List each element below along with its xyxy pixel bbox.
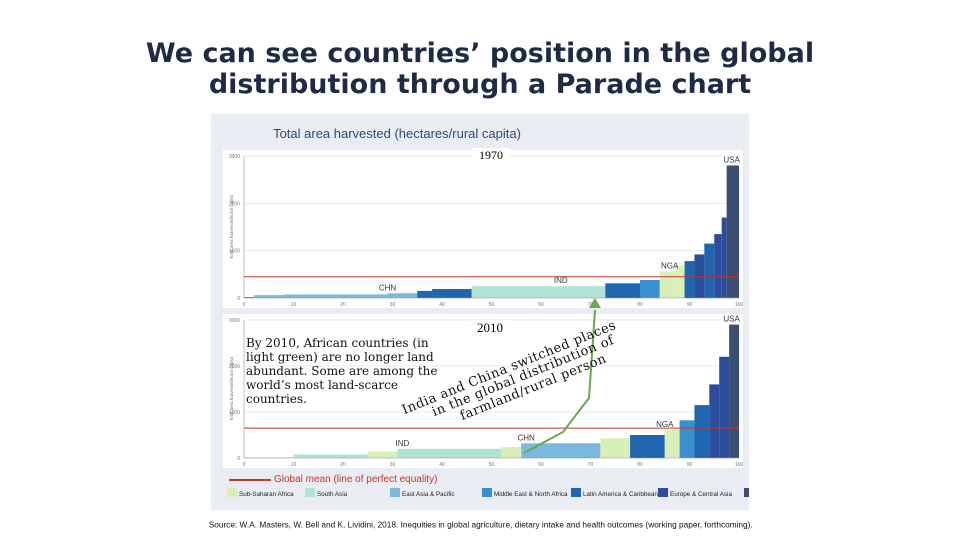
- legend-label: Sub-Saharan Africa: [239, 491, 294, 498]
- x-tick-label: 90: [687, 462, 693, 468]
- slide-title-line-1: We can see countries’ position in the gl…: [145, 38, 815, 69]
- country-label: CHN: [517, 433, 535, 442]
- parade-bar: [630, 435, 665, 458]
- y-tick-label: 0: [237, 456, 240, 462]
- country-label: IND: [554, 276, 568, 285]
- panel-year-2010: 2010: [470, 320, 510, 335]
- parade-bar: [253, 295, 284, 298]
- legend-label: East Asia & Pacific: [402, 491, 455, 498]
- y-axis-label: Total area harvested/rural capita: [229, 194, 234, 259]
- legend-swatch: [658, 488, 668, 497]
- x-tick-label: 40: [439, 302, 445, 308]
- parade-bar: [600, 438, 631, 458]
- region-legend: Sub-Saharan Africa South Asia East Asia & …: [227, 479, 749, 498]
- legend-label: South Asia: [317, 491, 348, 498]
- x-tick-label: 70: [588, 302, 594, 308]
- parade-bar: [721, 217, 727, 298]
- legend-swatch: [390, 488, 400, 497]
- parade-bar: [679, 420, 695, 458]
- x-tick-label: 40: [439, 462, 445, 468]
- x-tick-label: 30: [390, 462, 396, 468]
- switch-arrow-head: [589, 298, 601, 308]
- panel-1970: 0 1000 2000 3000 0 10 20 30 40 50 60 70 80 90 100 Total…: [223, 150, 743, 308]
- slide-title-line-2: distribution through a Parade chart: [208, 69, 752, 100]
- parade-bar: [714, 234, 722, 298]
- parade-bar: [471, 286, 606, 298]
- source-citation: Source: W.A. Masters, W. Bell and K. Liv…: [208, 520, 753, 530]
- parade-bar: [605, 283, 640, 298]
- parade-bar: [501, 446, 522, 458]
- y-tick-label: 2000: [229, 201, 240, 207]
- panel-year-1970: 1970: [472, 148, 510, 163]
- y-axis-label: Total area harvested/rural capita: [229, 356, 234, 421]
- parade-bar: [283, 294, 388, 298]
- parade-bar: [684, 261, 695, 298]
- y-tick-label: 1000: [229, 249, 240, 255]
- panel-2010: 0 1000 2000 3000 0 10 20 30 40 50 60 70 80 90 100 Total…: [223, 314, 743, 468]
- x-tick-label: 90: [687, 302, 693, 308]
- parade-bar: [719, 356, 730, 458]
- x-tick-label: 50: [489, 462, 495, 468]
- x-tick-label: 60: [538, 302, 544, 308]
- x-tick-label: 100: [735, 462, 744, 468]
- legend-swatch: [571, 488, 581, 497]
- x-tick-label: 0: [243, 462, 246, 468]
- parade-bar: [417, 290, 433, 298]
- y-tick-label: 3000: [229, 154, 240, 160]
- country-label: NGA: [656, 420, 674, 429]
- x-tick-label: 10: [291, 302, 297, 308]
- y-tick-label: 2000: [229, 364, 240, 370]
- legend-swatch: [744, 488, 749, 497]
- y-tick-label: 0: [237, 296, 240, 302]
- legend-label: Middle East & North Africa: [494, 491, 568, 498]
- parade-bar: [367, 451, 398, 458]
- x-tick-label: 70: [588, 462, 594, 468]
- parade-bar: [521, 443, 601, 458]
- legend-label: Latin America & Caribbean: [583, 491, 658, 498]
- y-tick-label: 3000: [229, 318, 240, 324]
- x-tick-label: 80: [637, 462, 643, 468]
- parade-bar: [694, 405, 710, 458]
- parade-bar: [704, 243, 715, 298]
- country-label: USA: [723, 315, 740, 324]
- x-tick-label: 30: [390, 302, 396, 308]
- x-tick-label: 10: [291, 462, 297, 468]
- country-label: NGA: [661, 261, 679, 270]
- parade-bar: [729, 324, 739, 458]
- parade-bar: [293, 454, 368, 458]
- parade-bar: [244, 297, 254, 298]
- parade-bar: [659, 271, 675, 298]
- switch-arrow: [523, 309, 596, 454]
- parade-chart-figure: Total area harvested (hectares/rural cap…: [211, 114, 749, 510]
- parade-bar: [726, 165, 739, 298]
- legend-label: Europe & Central Asia: [670, 491, 732, 498]
- parade-bar: [244, 457, 294, 458]
- y-tick-label: 1000: [229, 410, 240, 416]
- legend-swatch: [305, 488, 315, 497]
- parade-bar: [432, 289, 472, 298]
- x-tick-label: 0: [243, 302, 246, 308]
- legend-swatch: [482, 488, 492, 497]
- legend-swatch: [227, 488, 237, 497]
- x-tick-label: 60: [538, 462, 544, 468]
- parade-bar: [640, 280, 660, 298]
- parade-bar: [387, 293, 418, 298]
- parade-bar: [397, 448, 502, 458]
- global-mean-legend-label: Global mean (line of perfect equality): [274, 474, 438, 485]
- x-tick-label: 80: [637, 302, 643, 308]
- x-tick-label: 20: [340, 302, 346, 308]
- country-label: USA: [723, 155, 740, 164]
- x-tick-label: 20: [340, 462, 346, 468]
- africa-annotation: By 2010, African countries (in light gre…: [246, 336, 438, 406]
- parade-bar: [709, 384, 720, 458]
- country-label: IND: [396, 439, 410, 448]
- x-tick-label: 100: [735, 302, 744, 308]
- parade-bar: [664, 429, 680, 458]
- country-label: CHN: [379, 283, 397, 292]
- parade-chart-svg: Total area harvested (hectares/rural cap…: [223, 126, 749, 498]
- parade-bar: [674, 265, 685, 298]
- x-tick-label: 50: [489, 302, 495, 308]
- figure-header: Total area harvested (hectares/rural cap…: [273, 126, 521, 141]
